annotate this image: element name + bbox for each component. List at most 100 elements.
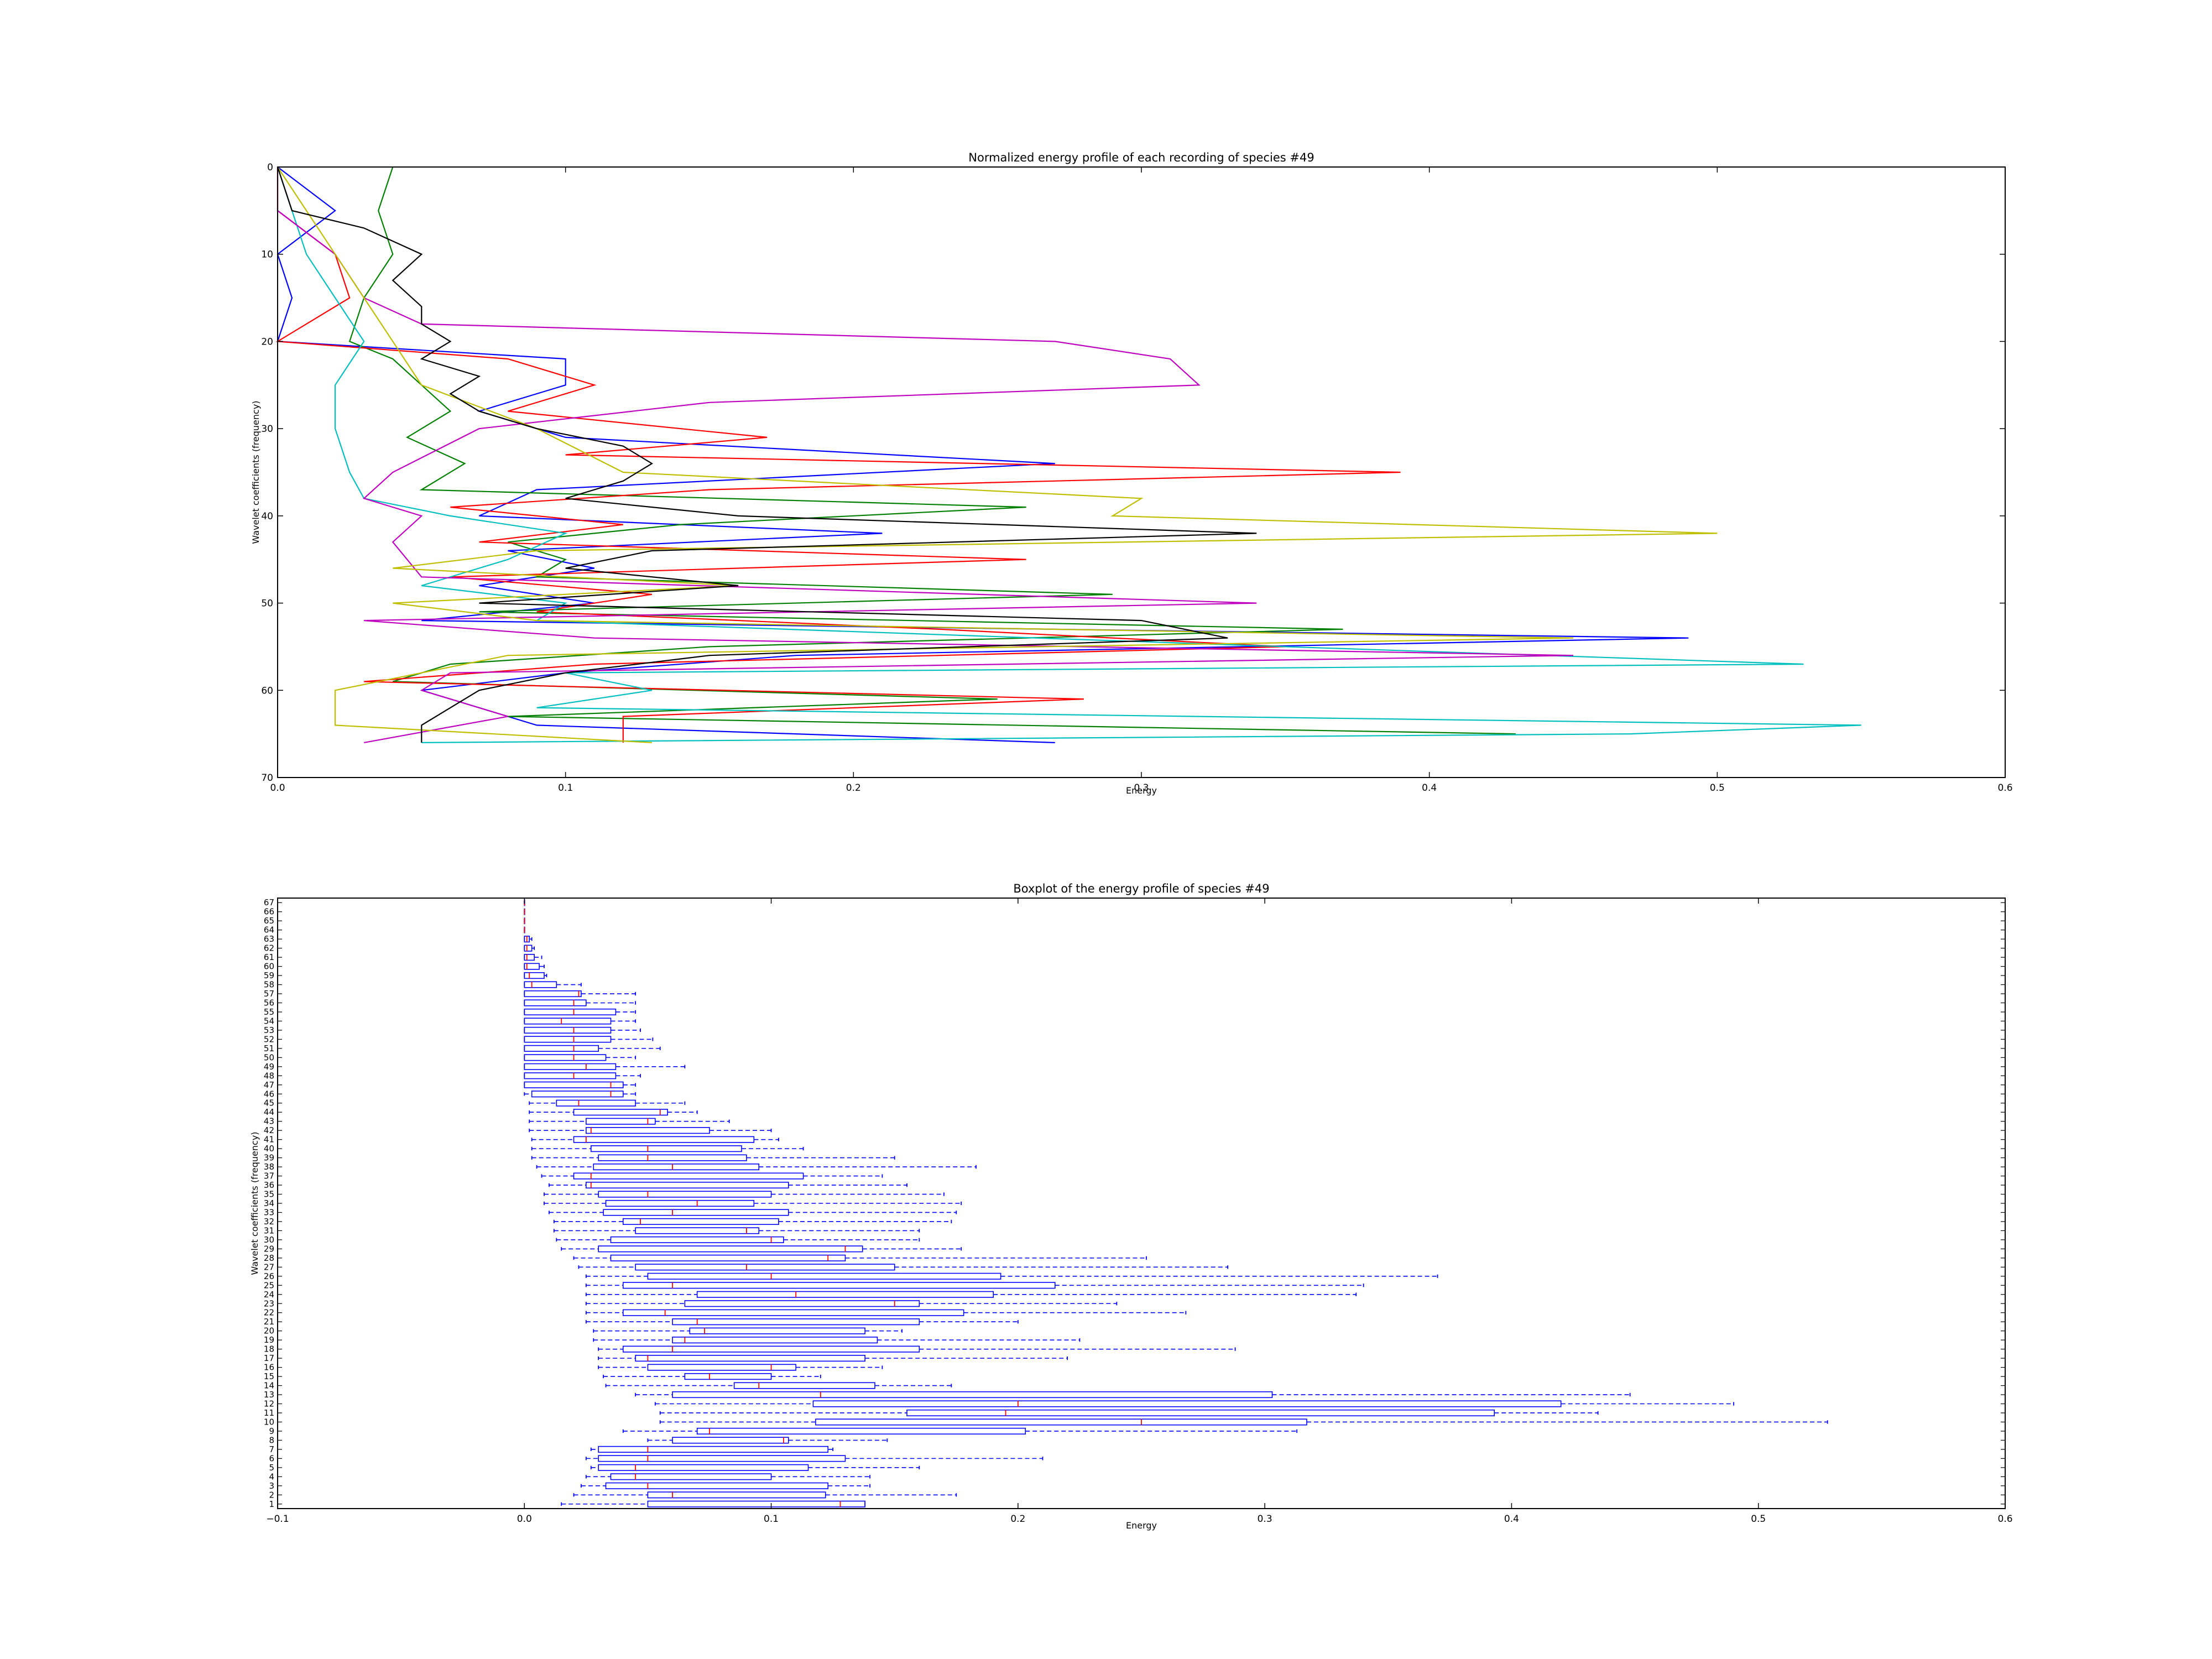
box-iqr bbox=[623, 1345, 920, 1353]
y-tick-label: 7 bbox=[269, 1444, 274, 1454]
series-line-7 bbox=[276, 166, 1257, 743]
box-12 bbox=[654, 1400, 1734, 1407]
y-tick-label: 50 bbox=[261, 598, 273, 609]
y-tick-label: 57 bbox=[264, 989, 274, 999]
y-tick-label: 10 bbox=[261, 249, 273, 260]
boxplot-title: Boxplot of the energy profile of species… bbox=[1013, 882, 1269, 895]
y-tick-label: 27 bbox=[264, 1262, 274, 1272]
y-tick-label: 60 bbox=[261, 685, 273, 696]
x-tick-label: 0.6 bbox=[1997, 1514, 2012, 1525]
x-tick-label: 0.4 bbox=[1504, 1514, 1519, 1525]
box-iqr bbox=[603, 1209, 789, 1216]
y-tick-label: 61 bbox=[264, 952, 274, 962]
box-iqr bbox=[598, 1446, 829, 1453]
y-tick-label: 3 bbox=[269, 1481, 274, 1491]
box-iqr bbox=[610, 1254, 846, 1261]
box-39 bbox=[531, 1154, 895, 1161]
box-iqr bbox=[573, 1109, 668, 1116]
box-13 bbox=[635, 1391, 1631, 1399]
box-iqr bbox=[672, 1391, 1273, 1399]
box-iqr bbox=[524, 990, 582, 998]
y-tick-label: 30 bbox=[264, 1235, 274, 1245]
box-iqr bbox=[605, 1482, 829, 1489]
box-iqr bbox=[672, 1437, 789, 1444]
y-tick-label: 55 bbox=[264, 1007, 274, 1017]
y-tick-label: 40 bbox=[264, 1144, 274, 1154]
x-tick-label: 0.5 bbox=[1751, 1514, 1766, 1525]
y-tick-label: 63 bbox=[264, 934, 274, 944]
box-iqr bbox=[573, 1136, 755, 1143]
y-tick-label: 58 bbox=[264, 980, 274, 990]
y-tick-label: 30 bbox=[261, 424, 273, 435]
y-tick-label: 17 bbox=[264, 1353, 274, 1363]
line-plot-x-ticks: 0.0 0.1 0.2 0.3 0.4 0.5 0.6 bbox=[270, 167, 2013, 794]
box-42 bbox=[529, 1127, 772, 1134]
y-tick-label: 2 bbox=[269, 1490, 274, 1500]
box-19 bbox=[593, 1337, 1081, 1344]
box-16 bbox=[598, 1364, 883, 1371]
box-27 bbox=[578, 1264, 1229, 1271]
box-45 bbox=[529, 1099, 686, 1107]
line-plot-x-label: Energy bbox=[1126, 785, 1157, 796]
box-iqr bbox=[635, 1227, 760, 1234]
box-iqr bbox=[524, 1081, 624, 1088]
y-tick-label: 45 bbox=[264, 1098, 274, 1108]
box-iqr bbox=[524, 945, 533, 952]
y-tick-label: 40 bbox=[261, 511, 273, 522]
box-3 bbox=[581, 1482, 870, 1489]
box-iqr bbox=[672, 1337, 878, 1344]
box-30 bbox=[556, 1236, 920, 1243]
box-iqr bbox=[684, 1373, 772, 1380]
y-tick-label: 19 bbox=[264, 1335, 274, 1345]
boxplot-x-label: Energy bbox=[1126, 1520, 1157, 1531]
box-24 bbox=[585, 1291, 1357, 1298]
y-tick-label: 5 bbox=[269, 1463, 274, 1473]
y-tick-label: 4 bbox=[269, 1472, 274, 1481]
box-iqr bbox=[524, 972, 545, 979]
y-tick-label: 46 bbox=[264, 1089, 274, 1099]
y-tick-label: 39 bbox=[264, 1153, 274, 1163]
y-tick-label: 16 bbox=[264, 1363, 274, 1373]
box-18 bbox=[598, 1345, 1236, 1353]
y-tick-label: 41 bbox=[264, 1135, 274, 1145]
x-tick-label: 0.1 bbox=[558, 782, 573, 794]
box-iqr bbox=[586, 1181, 789, 1189]
box-31 bbox=[553, 1227, 920, 1234]
box-iqr bbox=[524, 981, 557, 988]
box-iqr bbox=[524, 1072, 617, 1079]
box-40 bbox=[531, 1145, 804, 1152]
y-tick-label: 6 bbox=[269, 1453, 274, 1463]
x-tick-label: 0.0 bbox=[270, 782, 285, 794]
y-tick-label: 33 bbox=[264, 1207, 274, 1217]
boxplot-frame bbox=[277, 898, 2006, 1509]
boxplot-panel: Boxplot of the energy profile of species… bbox=[249, 882, 2013, 1531]
y-tick-label: 70 bbox=[261, 773, 273, 784]
y-tick-label: 1 bbox=[269, 1499, 274, 1509]
line-plot-title: Normalized energy profile of each record… bbox=[968, 151, 1314, 164]
box-iqr bbox=[610, 1473, 772, 1480]
box-iqr bbox=[524, 1054, 607, 1061]
box-37 bbox=[541, 1172, 883, 1180]
box-iqr bbox=[598, 1154, 747, 1161]
y-tick-label: 21 bbox=[264, 1317, 274, 1327]
y-tick-label: 44 bbox=[264, 1107, 274, 1117]
box-1 bbox=[561, 1500, 866, 1507]
y-tick-label: 49 bbox=[264, 1062, 274, 1072]
box-43 bbox=[529, 1118, 730, 1125]
x-tick-label: 0.2 bbox=[1010, 1514, 1025, 1525]
y-tick-label: 24 bbox=[264, 1290, 274, 1300]
box-iqr bbox=[598, 1455, 846, 1462]
box-iqr bbox=[689, 1327, 865, 1334]
y-tick-label: 47 bbox=[264, 1080, 274, 1090]
box-iqr bbox=[586, 1127, 710, 1134]
box-iqr bbox=[623, 1282, 1056, 1289]
y-tick-label: 8 bbox=[269, 1435, 274, 1445]
box-29 bbox=[561, 1245, 962, 1253]
box-54 bbox=[524, 1018, 637, 1025]
x-tick-label: 0.0 bbox=[517, 1514, 532, 1525]
box-33 bbox=[549, 1209, 957, 1216]
box-iqr bbox=[586, 1118, 656, 1125]
x-tick-label: 0.1 bbox=[764, 1514, 779, 1525]
line-plot-frame bbox=[277, 166, 2006, 778]
box-53 bbox=[524, 1026, 641, 1034]
